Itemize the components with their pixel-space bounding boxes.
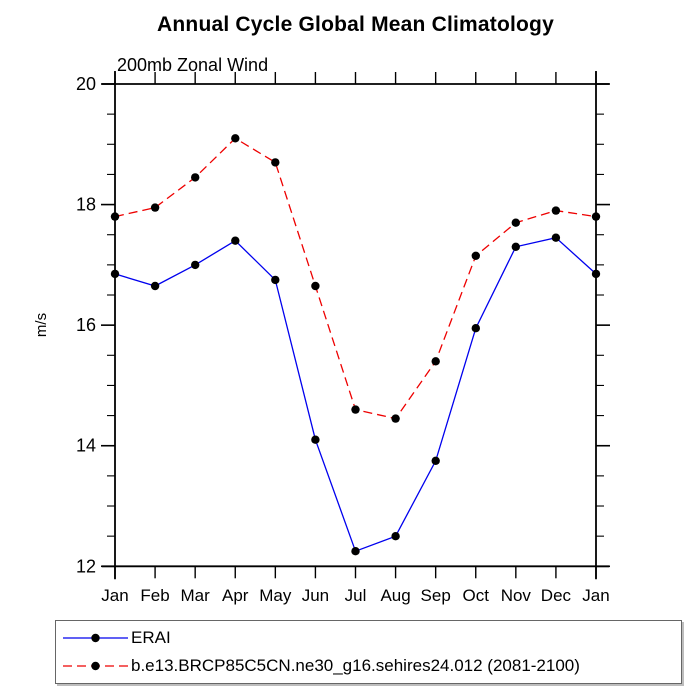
legend-label-model: b.e13.BRCP85C5CN.ne30_g16.sehires24.012 … [131, 656, 580, 675]
y-tick-label: 16 [76, 315, 96, 335]
x-tick-label: Jan [101, 586, 128, 605]
chart-title: Annual Cycle Global Mean Climatology [157, 13, 554, 36]
data-point-marker [471, 251, 480, 260]
data-point-marker [150, 281, 160, 291]
x-tick-label: Dec [541, 586, 572, 605]
data-point-marker [311, 281, 320, 291]
y-tick-label: 14 [76, 436, 96, 456]
data-point-marker [391, 532, 400, 541]
x-tick-label: Feb [140, 586, 169, 605]
y-tick-label: 20 [76, 74, 96, 94]
legend-label-erai: ERAI [131, 628, 171, 647]
x-tick-label: Oct [463, 586, 490, 605]
legend-swatch-blue-solid [63, 633, 128, 643]
data-point-marker [351, 547, 360, 556]
data-point-marker [231, 236, 240, 245]
data-point-marker [591, 269, 601, 279]
data-point-marker [311, 435, 320, 444]
x-tick-label: Jul [345, 586, 367, 605]
legend-item-erai: ERAI [60, 624, 681, 652]
data-point-marker [591, 212, 601, 221]
x-tick-label: Mar [181, 586, 211, 605]
data-point-marker [551, 206, 561, 215]
data-point-marker [150, 203, 160, 212]
data-point-marker [351, 405, 360, 414]
data-point-marker [191, 173, 200, 182]
y-axis-label: m/s [33, 313, 50, 337]
data-point-marker [231, 134, 240, 143]
data-point-marker [271, 275, 280, 285]
data-point-marker [191, 260, 200, 270]
legend-marker-dot [91, 633, 100, 643]
y-tick-label: 18 [76, 195, 96, 215]
data-point-marker [271, 158, 280, 167]
series-line-0 [114, 236, 597, 553]
plot-area: 12 14 16 18 20 Jan Feb Mar Apr May Jun Jul Aug Sep Oct… [33, 71, 610, 605]
data-point-marker [511, 242, 520, 251]
legend-box: ERAI b.e13.BRCP85C5CN.ne30_g16.sehires24… [55, 620, 682, 684]
x-tick-label: Apr [222, 586, 249, 605]
data-point-marker [431, 456, 440, 465]
x-tick-label: Sep [421, 586, 451, 605]
x-tick-label: Aug [380, 586, 410, 605]
series-line-1 [114, 137, 597, 420]
data-point-marker [471, 324, 480, 333]
x-tick-label: May [259, 586, 292, 605]
chart-subtitle: 200mb Zonal Wind [117, 55, 269, 75]
data-point-marker [511, 218, 520, 227]
x-tick-label: Jun [302, 586, 329, 605]
legend-marker-dot [91, 661, 100, 671]
data-point-marker [110, 269, 120, 279]
data-point-marker [391, 414, 400, 423]
data-point-marker [431, 357, 440, 366]
data-point-marker [110, 212, 120, 221]
legend-item-model: b.e13.BRCP85C5CN.ne30_g16.sehires24.012 … [60, 652, 681, 680]
y-tick-label: 12 [76, 556, 96, 576]
data-point-marker [551, 233, 561, 242]
x-tick-label: Nov [501, 586, 532, 605]
x-tick-label: Jan [582, 586, 609, 605]
legend-swatch-red-dashed [63, 661, 128, 671]
